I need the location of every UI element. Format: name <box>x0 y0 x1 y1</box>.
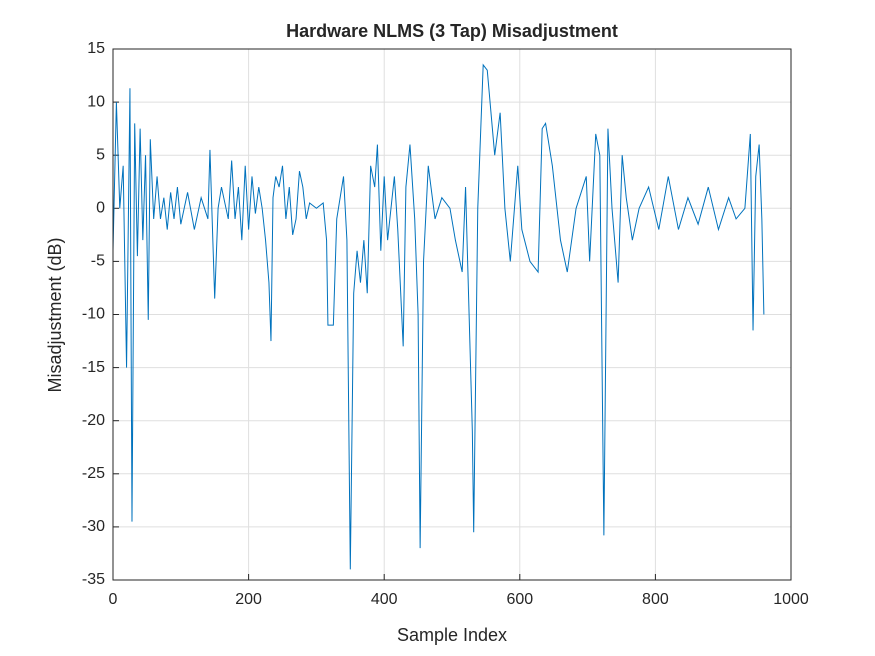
x-tick-label: 400 <box>371 591 398 608</box>
y-tick-label: 15 <box>87 40 105 57</box>
y-tick-label: -30 <box>82 518 105 535</box>
x-tick-label: 1000 <box>773 591 809 608</box>
x-axis-label: Sample Index <box>397 625 507 645</box>
y-tick-label: -25 <box>82 465 105 482</box>
x-tick-label: 800 <box>642 591 669 608</box>
y-tick-label: 5 <box>96 146 105 163</box>
y-tick-label: 10 <box>87 93 105 110</box>
y-tick-label: -5 <box>91 253 105 270</box>
x-tick-label: 0 <box>109 591 118 608</box>
y-axis-label: Misadjustment (dB) <box>45 237 65 392</box>
y-tick-label: 0 <box>96 200 105 217</box>
y-tick-label: -15 <box>82 359 105 376</box>
y-tick-label: -10 <box>82 306 105 323</box>
x-tick-label: 600 <box>506 591 533 608</box>
data-line <box>112 63 765 570</box>
x-tick-label: 200 <box>235 591 262 608</box>
axes-box <box>112 48 792 581</box>
y-tick-label: -35 <box>82 571 105 588</box>
chart-title: Hardware NLMS (3 Tap) Misadjustment <box>286 21 618 41</box>
y-tick-label: -20 <box>82 412 105 429</box>
